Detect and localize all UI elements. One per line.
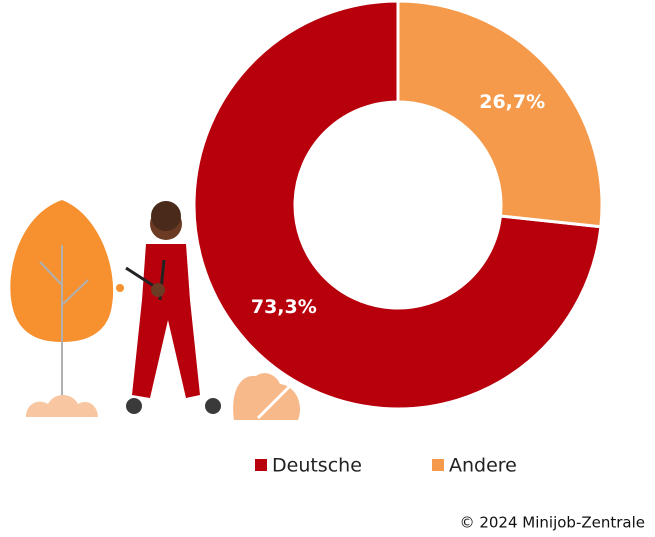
donut-slice [192, 0, 603, 411]
legend-label: Andere [449, 455, 517, 477]
illustration [10, 200, 300, 420]
legend-swatch [255, 459, 267, 471]
donut: 73,3% 26,7% [192, 0, 604, 411]
value-label: 73,3% [251, 296, 317, 318]
legend-swatch [432, 459, 444, 471]
legend: Deutsche Andere [255, 455, 517, 477]
legend-label: Deutsche [272, 455, 362, 477]
donut-slice [396, 0, 604, 229]
source: © 2024 Minijob-Zentrale [460, 514, 645, 532]
value-label: 26,7% [479, 91, 545, 113]
